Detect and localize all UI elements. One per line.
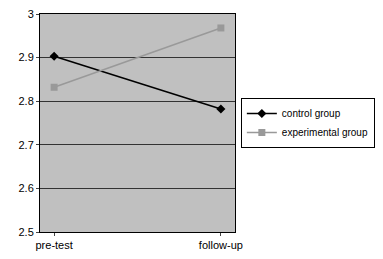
svg-text:2.7: 2.7 [19,139,34,151]
svg-text:2.6: 2.6 [19,182,34,194]
svg-text:pre-test: pre-test [35,239,72,251]
svg-text:2.9: 2.9 [19,51,34,63]
svg-text:2.8: 2.8 [19,95,34,107]
svg-text:3: 3 [28,8,34,20]
svg-text:control group: control group [282,108,341,119]
svg-text:experimental group: experimental group [282,127,368,138]
svg-text:follow-up: follow-up [199,239,243,251]
svg-text:2.5: 2.5 [19,226,34,238]
